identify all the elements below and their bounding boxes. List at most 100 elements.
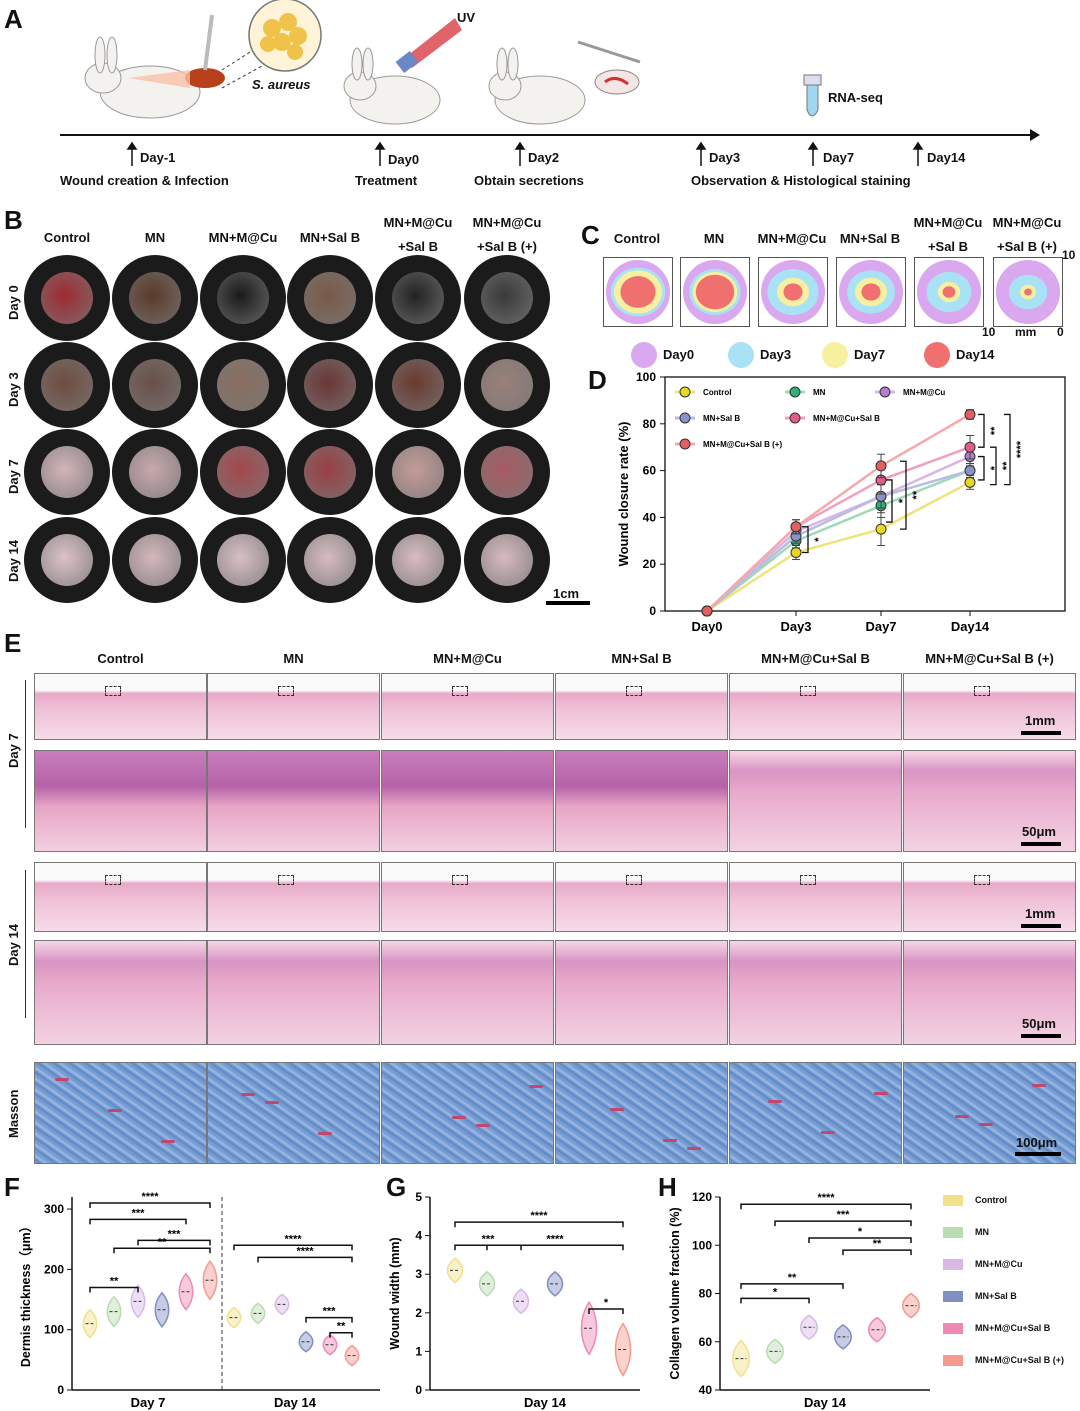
violin	[226, 1306, 242, 1329]
collagen-fiber	[610, 1108, 624, 1111]
wound-area	[217, 359, 269, 411]
sig-bracket	[233, 1244, 353, 1251]
collagen-fiber	[318, 1132, 332, 1135]
significance-label: ****	[141, 1191, 159, 1203]
wound-area	[304, 359, 356, 411]
y-tick-label: 0	[415, 1383, 422, 1397]
he-stain-image	[381, 940, 554, 1045]
panel-a-timeline	[60, 0, 1040, 166]
sig-bracket	[113, 1247, 211, 1254]
legend-label: MN+M@Cu+Sal B	[813, 414, 880, 423]
sig-bracket	[842, 1249, 912, 1256]
timepoint-day14: Day14	[927, 150, 966, 165]
wound-photo	[200, 429, 286, 515]
wound-area	[41, 446, 93, 498]
collagen-fiber	[979, 1123, 993, 1126]
caption-treatment: Treatment	[355, 173, 418, 188]
chart-h-collagen: 40 60 80 100 120 Collagen volume fraction (%)…	[668, 1190, 930, 1410]
significance-label: **	[158, 1236, 167, 1248]
row-label-b-0: Day 0	[6, 285, 21, 320]
significance-label: **	[110, 1275, 119, 1287]
wound-area	[304, 446, 356, 498]
wound-outline-map	[836, 257, 906, 327]
wound-photo	[375, 429, 461, 515]
wound-photo	[375, 255, 461, 341]
legend-label-2: MN+M@Cu	[975, 1259, 1023, 1269]
wound-outline-svg	[761, 260, 825, 324]
sig-bracket	[802, 526, 809, 554]
wound-outline-map	[993, 257, 1063, 327]
legend-swatch-3	[943, 1291, 963, 1302]
group-head-c-3: MN+Sal B	[839, 231, 901, 246]
bacteria-label: S. aureus	[252, 77, 311, 92]
wound-photo	[464, 255, 550, 341]
sig-bracket	[454, 1221, 624, 1228]
wound-area	[481, 446, 533, 498]
scale-bar-e-4	[1021, 1034, 1061, 1038]
significance-label: *	[858, 1226, 863, 1238]
significance-label: ****	[546, 1233, 564, 1245]
collagen-fiber	[529, 1085, 543, 1088]
group-head-b-0: Control	[43, 230, 91, 245]
wound-photo	[200, 255, 286, 341]
data-point	[964, 408, 976, 420]
x-tick-label: Day14	[951, 619, 990, 634]
wound-outline-map	[603, 257, 673, 327]
wound-photo	[375, 342, 461, 428]
sig-bracket	[740, 1283, 844, 1289]
scale-bar-e-2	[1021, 842, 1061, 846]
y-tick-label: 1	[415, 1344, 422, 1358]
legend-swatch-5	[943, 1355, 963, 1366]
zoom-region-box	[105, 875, 121, 885]
collagen-fiber	[55, 1078, 69, 1081]
wound-area	[41, 359, 93, 411]
legend-label: MN	[813, 388, 826, 397]
wound-area	[217, 272, 269, 324]
sig-bracket	[900, 460, 907, 530]
panel-label-d: D	[588, 365, 607, 395]
wound-icon	[185, 68, 225, 88]
group-head-c-2: MN+M@Cu	[757, 231, 827, 246]
he-stain-image	[34, 673, 207, 740]
masson-stain-image	[903, 1062, 1076, 1164]
plot-frame	[664, 376, 1066, 612]
zoom-region-box	[452, 686, 468, 696]
panel-label-c: C	[581, 220, 600, 250]
violin	[82, 1308, 98, 1339]
he-stain-image	[555, 673, 728, 740]
wound-outline-map	[680, 257, 750, 327]
wound-photo	[24, 255, 110, 341]
violin	[298, 1330, 314, 1353]
collagen-fiber	[241, 1093, 255, 1096]
data-point	[790, 547, 802, 558]
sig-bracket	[978, 455, 985, 481]
uv-label: UV	[457, 10, 476, 25]
zoom-region-box	[452, 875, 468, 885]
wound-area	[304, 534, 356, 586]
zoom-region-box	[626, 686, 642, 696]
panel-label-e: E	[4, 628, 22, 658]
significance-label: **	[337, 1321, 346, 1333]
wound-photo	[287, 517, 373, 603]
significance-label: ****	[296, 1245, 314, 1257]
wound-photo	[287, 255, 373, 341]
y-tick-label: 40	[643, 510, 657, 524]
legend-label-c-0: Day0	[663, 347, 695, 362]
chart-f-dermis-thickness: 0 100 200 300 Dermis thickness（μm） Day 7 Day 1…	[18, 1191, 380, 1410]
y-tick-label: 60	[643, 464, 657, 478]
legend-label-c-1: Day3	[760, 347, 792, 362]
row-label-e-day7: Day 7	[6, 733, 21, 768]
he-stain-image	[207, 673, 380, 740]
group-head-c-4: MN+M@Cu	[913, 215, 983, 230]
scale-label-e-4: 50μm	[1022, 1016, 1056, 1031]
group-head-c-1: MN	[703, 231, 725, 246]
series-line	[706, 469, 971, 612]
data-point	[790, 521, 802, 533]
x-axis-label: Day 14	[804, 1395, 847, 1410]
scale-bar-b	[546, 601, 590, 605]
data-point	[875, 523, 887, 535]
y-tick-label: 40	[699, 1383, 713, 1397]
legend-label-3: MN+Sal B	[975, 1291, 1017, 1301]
he-stain-image	[729, 862, 902, 932]
group-head-e-5: MN+M@Cu+Sal B (+)	[925, 651, 1054, 666]
